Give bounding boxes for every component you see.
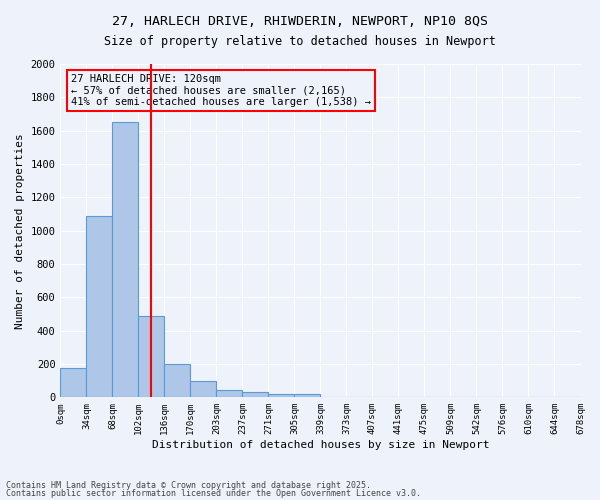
Text: 27, HARLECH DRIVE, RHIWDERIN, NEWPORT, NP10 8QS: 27, HARLECH DRIVE, RHIWDERIN, NEWPORT, N… [112,15,488,28]
Bar [61,368,86,398]
Text: Contains HM Land Registry data © Crown copyright and database right 2025.: Contains HM Land Registry data © Crown c… [6,481,371,490]
Bar [268,394,295,398]
Bar [295,394,320,398]
Bar [320,396,346,398]
Bar [164,364,190,398]
Bar [242,392,268,398]
X-axis label: Distribution of detached houses by size in Newport: Distribution of detached houses by size … [152,440,489,450]
Text: Contains public sector information licensed under the Open Government Licence v3: Contains public sector information licen… [6,488,421,498]
Text: 27 HARLECH DRIVE: 120sqm
← 57% of detached houses are smaller (2,165)
41% of sem: 27 HARLECH DRIVE: 120sqm ← 57% of detach… [71,74,371,107]
Bar [139,316,164,398]
Y-axis label: Number of detached properties: Number of detached properties [15,133,25,328]
Text: Size of property relative to detached houses in Newport: Size of property relative to detached ho… [104,35,496,48]
Bar [190,380,217,398]
Bar [217,390,242,398]
Bar [86,216,112,398]
Bar [112,122,139,398]
